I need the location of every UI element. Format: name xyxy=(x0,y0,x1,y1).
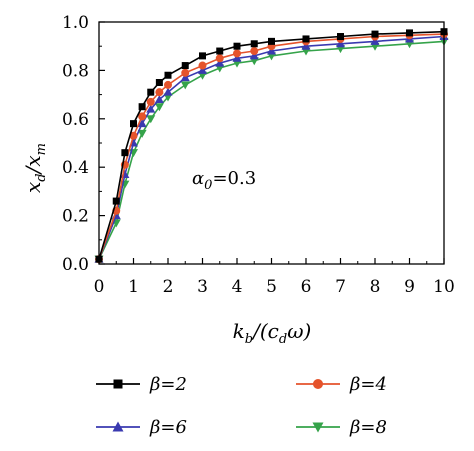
axis-ticks: 0 1 2 3 4 5 6 7 8 9 10 0.0 0.2 0.4 0.6 0.8 1.0 xyxy=(62,13,455,297)
x-tick-label: 5 xyxy=(266,277,277,297)
data-point xyxy=(163,87,173,96)
x-tick-label: 3 xyxy=(197,277,208,297)
y-tick-label: 1.0 xyxy=(62,13,89,33)
legend-item: β=2 xyxy=(96,374,187,395)
data-point xyxy=(267,46,276,55)
x-tick-label: 0 xyxy=(94,277,105,297)
data-point xyxy=(302,35,310,43)
data-point xyxy=(250,47,259,56)
data-point xyxy=(121,149,129,157)
data-point xyxy=(233,42,241,50)
data-point xyxy=(155,88,164,97)
x-tick-label: 9 xyxy=(404,277,415,297)
data-point xyxy=(113,379,123,389)
data-point xyxy=(129,131,138,140)
data-point xyxy=(146,115,156,124)
data-point xyxy=(249,51,259,60)
data-point xyxy=(232,53,242,62)
data-point xyxy=(180,73,190,82)
legend-label: β=6 xyxy=(149,417,187,438)
annotation-alpha: α0=0.3 xyxy=(192,168,256,193)
data-point xyxy=(199,52,206,60)
data-point xyxy=(130,120,137,128)
legend-label: β=8 xyxy=(349,417,387,438)
data-point xyxy=(233,49,241,58)
data-point xyxy=(154,103,164,112)
x-tick-label: 2 xyxy=(163,277,174,297)
legend-item: β=6 xyxy=(96,417,187,438)
x-axis-label: kb/(cdω) xyxy=(233,319,312,347)
data-point xyxy=(215,54,224,63)
data-point xyxy=(146,97,155,106)
data-point xyxy=(268,37,275,45)
data-point xyxy=(198,65,207,74)
y-axis-label: xd/xm xyxy=(21,143,49,193)
data-point xyxy=(112,421,124,432)
y-tick-label: 0.2 xyxy=(62,207,89,227)
series xyxy=(94,37,449,264)
data-point xyxy=(370,36,380,45)
data-point xyxy=(137,119,147,128)
series-line xyxy=(98,33,445,260)
x-tick-label: 6 xyxy=(301,277,312,297)
data-point xyxy=(371,30,379,38)
data-point xyxy=(154,94,164,103)
x-tick-label: 7 xyxy=(335,277,346,297)
data-point xyxy=(146,104,156,113)
data-point xyxy=(250,40,258,48)
y-tick-label: 0.0 xyxy=(62,255,89,275)
series xyxy=(95,28,448,263)
data-point xyxy=(164,71,172,79)
data-point xyxy=(147,88,155,96)
data-point xyxy=(138,112,147,121)
data-point xyxy=(180,81,190,90)
data-point xyxy=(216,47,224,55)
data-point xyxy=(137,129,147,138)
series-line xyxy=(98,30,445,260)
y-tick-label: 0.6 xyxy=(62,110,89,130)
x-tick-label: 1 xyxy=(128,277,139,297)
legend-item: β=4 xyxy=(296,374,387,395)
legend-item: β=8 xyxy=(296,417,387,438)
x-tick-label: 4 xyxy=(232,277,243,297)
data-point xyxy=(336,39,345,48)
y-tick-label: 0.8 xyxy=(62,61,89,81)
x-tick-label: 10 xyxy=(433,277,455,297)
data-point xyxy=(164,80,172,89)
data-point xyxy=(198,61,207,70)
data-point xyxy=(181,62,189,70)
data-point xyxy=(337,33,344,41)
x-tick-label: 8 xyxy=(370,277,381,297)
series xyxy=(95,30,448,264)
data-point xyxy=(313,379,323,389)
legend-label: β=2 xyxy=(149,374,187,395)
data-point xyxy=(155,79,163,86)
legend: β=2 β=4 β=6 β=8 xyxy=(96,374,387,438)
series xyxy=(94,32,449,263)
data-point xyxy=(312,422,324,433)
data-point xyxy=(112,197,120,205)
data-point xyxy=(215,58,225,67)
series-line xyxy=(98,40,445,260)
legend-label: β=4 xyxy=(349,374,387,395)
data-point xyxy=(138,103,146,111)
plot-area xyxy=(94,28,449,264)
data-point xyxy=(301,41,311,50)
data-point xyxy=(406,29,413,37)
series-line xyxy=(98,35,445,260)
y-tick-label: 0.4 xyxy=(62,158,89,178)
data-point xyxy=(181,68,190,77)
